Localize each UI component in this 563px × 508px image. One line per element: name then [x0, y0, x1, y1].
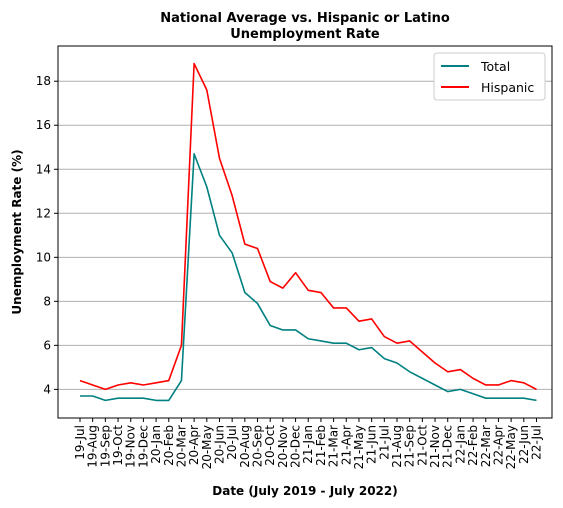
- y-tick-label-8: 8: [43, 294, 51, 308]
- y-tick-label-14: 14: [36, 162, 51, 176]
- x-tick-label-20-Aug: 20-Aug: [238, 425, 252, 468]
- x-axis-label: Date (July 2019 - July 2022): [212, 484, 397, 498]
- x-tick-label-20-May: 20-May: [200, 425, 214, 469]
- x-tick-label-21-Feb: 21-Feb: [314, 425, 328, 466]
- gridlines: [58, 80, 552, 390]
- y-tick-label-12: 12: [36, 206, 51, 220]
- x-tick-label-21-Aug: 21-Aug: [390, 425, 404, 468]
- x-tick-label-20-Mar: 20-Mar: [174, 425, 188, 467]
- series-line-total: [80, 153, 537, 402]
- x-tick-label-20-Apr: 20-Apr: [187, 425, 201, 465]
- chart-title-line-2: Unemployment Rate: [230, 27, 380, 42]
- x-tick-label-22-Feb: 22-Feb: [466, 425, 480, 466]
- x-tick-label-21-Jul: 21-Jul: [377, 425, 391, 460]
- x-tick-label-22-May: 22-May: [504, 425, 518, 469]
- x-tick-label-20-Jan: 20-Jan: [149, 425, 163, 464]
- x-tick-label-20-Oct: 20-Oct: [263, 425, 277, 466]
- x-tick-label-20-Sep: 20-Sep: [251, 425, 265, 467]
- x-tick-label-22-Mar: 22-Mar: [479, 425, 493, 467]
- x-tick-label-20-Dec: 20-Dec: [289, 425, 303, 468]
- x-tick-label-19-Oct: 19-Oct: [111, 425, 125, 466]
- legend: Total Hispanic: [433, 52, 546, 101]
- x-tick-label-22-Jan: 22-Jan: [453, 425, 467, 464]
- x-tick-label-20-Jun: 20-Jun: [212, 425, 226, 464]
- x-tick-label-20-Nov: 20-Nov: [276, 425, 290, 468]
- x-tick-label-21-Apr: 21-Apr: [339, 425, 353, 465]
- legend-box: [433, 52, 546, 101]
- x-tick-label-21-Jun: 21-Jun: [365, 425, 379, 464]
- y-axis-ticks: 4 6 8 10 12 14 16 18: [36, 74, 58, 396]
- x-tick-label-21-May: 21-May: [352, 425, 366, 469]
- x-tick-label-21-Oct: 21-Oct: [415, 425, 429, 466]
- x-tick-label-21-Sep: 21-Sep: [403, 425, 417, 467]
- x-tick-label-19-Aug: 19-Aug: [86, 425, 100, 468]
- y-tick-label-18: 18: [36, 74, 51, 88]
- x-tick-label-21-Jan: 21-Jan: [301, 425, 315, 464]
- x-tick-label-21-Nov: 21-Nov: [428, 425, 442, 468]
- series-lines: [79, 62, 537, 402]
- x-tick-label-20-Jul: 20-Jul: [225, 425, 239, 460]
- y-tick-label-4: 4: [43, 382, 51, 396]
- y-tick-label-16: 16: [36, 118, 51, 132]
- series-line-hispanic: [79, 62, 537, 391]
- x-tick-label-20-Feb: 20-Feb: [162, 425, 176, 466]
- plot-frame: [57, 45, 553, 419]
- chart-title-line-1: National Average vs. Hispanic or Latino: [160, 11, 450, 26]
- x-tick-label-19-Dec: 19-Dec: [136, 425, 150, 468]
- y-tick-label-10: 10: [36, 250, 51, 264]
- legend-label-total: Total: [480, 59, 510, 74]
- y-tick-label-6: 6: [43, 338, 51, 352]
- x-tick-label-19-Jul: 19-Jul: [73, 425, 87, 460]
- x-axis-ticks: 19-Jul19-Aug19-Sep19-Oct19-Nov19-Dec20-J…: [73, 418, 543, 469]
- x-tick-label-19-Sep: 19-Sep: [98, 425, 112, 467]
- legend-label-hispanic: Hispanic: [481, 80, 534, 95]
- x-tick-label-21-Mar: 21-Mar: [327, 425, 341, 467]
- x-tick-label-22-Jul: 22-Jul: [529, 425, 543, 460]
- x-tick-label-19-Nov: 19-Nov: [124, 425, 138, 468]
- x-tick-label-22-Apr: 22-Apr: [491, 425, 505, 465]
- x-tick-label-21-Dec: 21-Dec: [441, 425, 455, 468]
- y-axis-label: Unemployment Rate (%): [10, 149, 24, 314]
- x-tick-label-22-Jun: 22-Jun: [517, 425, 531, 464]
